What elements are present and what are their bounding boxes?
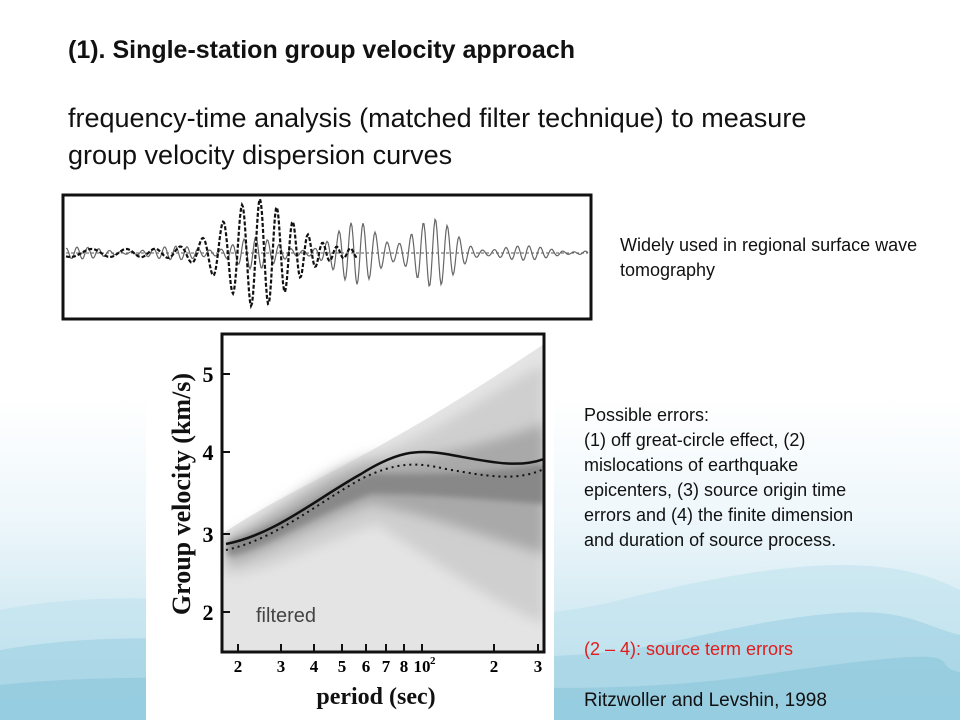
seismogram-figure <box>58 190 596 324</box>
y-tick-label: 3 <box>203 522 214 547</box>
x-tick-label: 3 <box>277 657 286 676</box>
x-tick-label: 4 <box>310 657 319 676</box>
x-tick-label: 2 <box>234 657 243 676</box>
x-tick-label: 3 <box>534 657 543 676</box>
y-tick-label: 5 <box>203 362 214 387</box>
filtered-trace <box>65 195 358 310</box>
note-possible-errors: Possible errors: (1) off great-circle ef… <box>584 405 854 550</box>
x-tick-label: 5 <box>338 657 347 676</box>
x-tick-label: 2 <box>490 657 499 676</box>
x-tick-label: 8 <box>400 657 409 676</box>
reference-citation: Ritzwoller and Levshin, 1998 <box>584 690 827 711</box>
x-tick-label: 6 <box>362 657 371 676</box>
x-axis-ticks: 2 3 4 5 6 7 8 10 2 32 <box>234 644 543 676</box>
x-tick-exponent: 2 <box>430 655 436 667</box>
x-tick-label: 7 <box>382 657 391 676</box>
x-tick-label: 10 <box>414 657 431 676</box>
filtered-label: filtered <box>256 605 316 627</box>
note-source-term-errors: (2 – 4): source term errors <box>584 639 794 659</box>
y-axis-label: Group velocity (km/s) <box>167 373 196 615</box>
y-axis-ticks: 5 4 3 2 <box>203 362 230 625</box>
x-axis-label: period (sec) <box>316 684 435 710</box>
slide-subtitle: frequency-time analysis (matched filter … <box>68 103 807 170</box>
y-tick-label: 4 <box>203 440 214 465</box>
note-regional: Widely used in regional surface wave tom… <box>620 235 918 280</box>
y-tick-label: 2 <box>203 600 214 625</box>
slide-title: (1). Single-station group velocity appro… <box>68 36 576 64</box>
